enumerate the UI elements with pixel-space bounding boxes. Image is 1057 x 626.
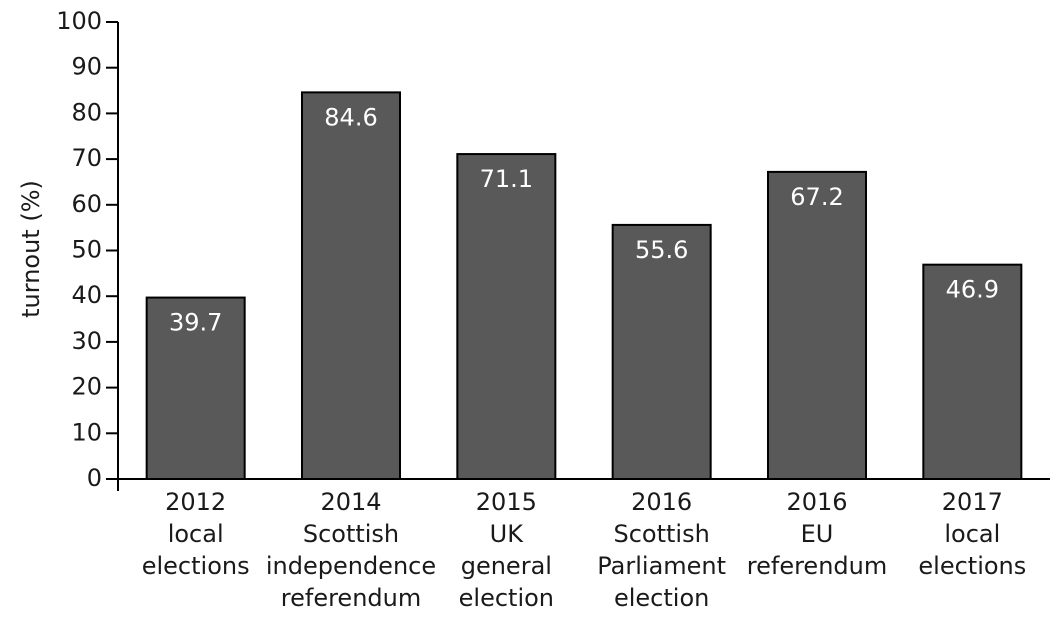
data-label: 71.1: [480, 165, 533, 193]
bar: [456, 153, 557, 480]
y-axis-title: turnout (%): [17, 180, 45, 318]
bar: [301, 91, 401, 481]
x-tick-label-line: Scottish: [303, 520, 399, 548]
x-tick-label-line: referendum: [281, 584, 421, 612]
bars: 39.7 84.6 71.1 55.6 67.2 46.9: [145, 91, 1023, 481]
y-tick-label: 40: [71, 281, 102, 309]
y-tick-label: 80: [71, 98, 102, 126]
x-tick-label-line: Scottish: [614, 520, 710, 548]
x-tick-label-line: EU: [801, 520, 834, 548]
x-tick-label-line: elections: [142, 552, 250, 580]
y-tick-label: 50: [71, 236, 102, 264]
y-tick-label: 60: [71, 190, 102, 218]
bar: [611, 223, 712, 480]
x-axis: 2012 local elections 2014 Scottish independen…: [118, 478, 1050, 612]
data-label: 39.7: [169, 309, 222, 337]
x-tick-label: 2017 local elections: [918, 488, 1026, 580]
x-tick-label-line: 2014: [320, 488, 381, 516]
data-label: 55.6: [635, 236, 688, 264]
x-tick-label-line: general: [461, 552, 552, 580]
x-tick-label-line: election: [614, 584, 709, 612]
bar: [767, 170, 867, 480]
x-tick-label-line: 2015: [476, 488, 537, 516]
data-label: 46.9: [946, 276, 999, 304]
y-tick-label: 0: [87, 464, 102, 492]
y-tick-label: 100: [56, 7, 102, 35]
y-tick-label: 30: [71, 327, 102, 355]
x-tick-label-line: independence: [266, 552, 436, 580]
y-tick-label: 70: [71, 144, 102, 172]
x-tick-label-line: 2016: [631, 488, 692, 516]
y-tick-label: 20: [71, 373, 102, 401]
x-tick-label-line: 2016: [786, 488, 847, 516]
x-tick-label: 2015 UK general election: [459, 488, 554, 612]
x-tick-label: 2016 Scottish Parliament election: [597, 488, 726, 612]
data-label: 84.6: [324, 103, 377, 131]
x-tick-label-line: Parliament: [597, 552, 726, 580]
y-tick-label: 90: [71, 53, 102, 81]
x-tick-label: 2014 Scottish independence referendum: [266, 488, 436, 612]
x-tick-label-line: 2017: [942, 488, 1003, 516]
bar: [145, 296, 246, 481]
x-tick-label-line: election: [459, 584, 554, 612]
data-label: 67.2: [790, 183, 843, 211]
x-tick-label-line: referendum: [747, 552, 887, 580]
x-tick-label-line: elections: [918, 552, 1026, 580]
x-tick-label: 2016 EU referendum: [747, 488, 887, 580]
bar: [922, 263, 1023, 480]
y-tick-label: 10: [71, 418, 102, 446]
x-tick-label-line: UK: [490, 520, 525, 548]
y-axis: 0 10 20 30 40 50 60 70 80 90 100: [56, 7, 119, 492]
x-tick-label-line: local: [944, 520, 1000, 548]
x-tick-label-line: local: [168, 520, 224, 548]
x-tick-label-line: 2012: [165, 488, 226, 516]
x-tick-label: 2012 local elections: [142, 488, 250, 580]
